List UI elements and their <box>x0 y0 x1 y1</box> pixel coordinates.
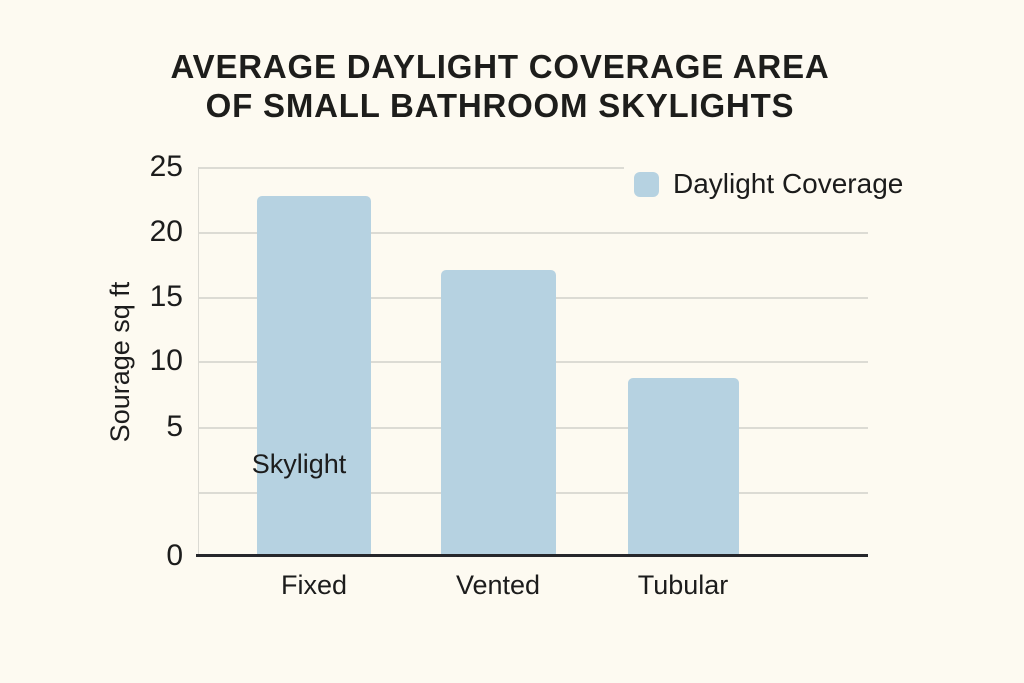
legend-swatch-icon <box>634 171 659 197</box>
y-tick-0: 0 <box>166 539 183 572</box>
y-tick-20: 20 <box>149 215 183 248</box>
x-axis-line <box>196 554 868 557</box>
chart-title-line1: AVERAGE DAYLIGHT COVERAGE AREA <box>170 48 830 85</box>
chart-title: AVERAGE DAYLIGHT COVERAGE AREA OF SMALL … <box>0 47 1000 125</box>
legend: Daylight Coverage <box>624 160 910 208</box>
x-tick-tubular: Tubular <box>637 570 729 600</box>
x-tick-fixed: Fixed <box>280 570 348 600</box>
chart-title-line2: OF SMALL BATHROOM SKYLIGHTS <box>205 87 795 124</box>
bar-tubular <box>628 378 739 556</box>
bar-fixed <box>257 196 371 556</box>
plot-area: 25 20 15 10 5 0 Daylight Coverage Fixed … <box>150 150 910 600</box>
bar-vented <box>441 270 556 556</box>
x-axis-title: Skylight <box>251 449 347 479</box>
x-tick-vented: Vented <box>455 570 541 600</box>
y-tick-10: 10 <box>149 344 183 377</box>
y-tick-25: 25 <box>149 150 183 183</box>
gridline-20 <box>199 232 868 234</box>
gridline-25 <box>199 167 624 169</box>
y-tick-5: 5 <box>166 410 183 443</box>
legend-label: Daylight Coverage <box>673 168 904 199</box>
y-tick-15: 15 <box>149 280 183 313</box>
